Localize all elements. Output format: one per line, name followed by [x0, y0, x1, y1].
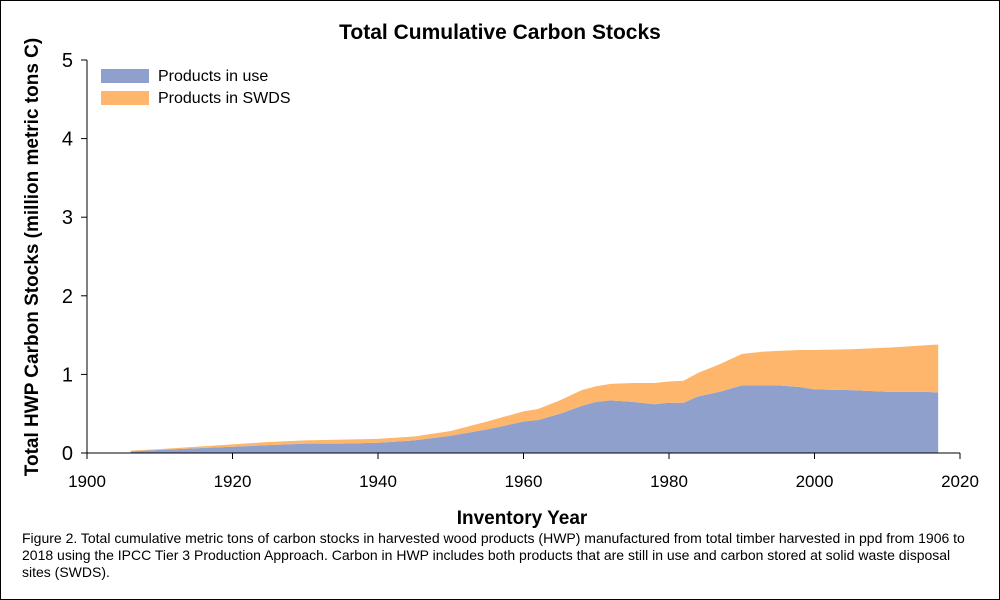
x-tick-label: 1940	[359, 472, 397, 491]
legend-swatch-products-in-use	[101, 69, 149, 83]
y-tick-label: 1	[62, 364, 73, 386]
y-tick-label: 0	[62, 443, 73, 465]
x-tick-label: 1920	[214, 472, 252, 491]
x-tick-label: 1900	[68, 472, 106, 491]
x-tick-label: 2000	[796, 472, 834, 491]
legend-label-products-in-swds: Products in SWDS	[158, 90, 290, 107]
area-series-products-in-swds	[130, 344, 939, 452]
x-tick-label: 2020	[941, 472, 979, 491]
area-series-products-in-use	[130, 385, 939, 453]
x-axis-label: Inventory Year	[457, 508, 588, 529]
chart-title: Total Cumulative Carbon Stocks	[339, 21, 661, 44]
chart-areas	[130, 344, 939, 453]
y-tick-label: 4	[62, 129, 73, 151]
y-tick-label: 5	[62, 50, 73, 72]
x-tick-label: 1960	[505, 472, 543, 491]
y-tick-label: 3	[62, 207, 73, 229]
x-ticks: 1900 1920 1940 1960 1980 2000 2020	[68, 453, 979, 491]
legend-label-products-in-use: Products in use	[158, 68, 268, 85]
y-ticks: 0 1 2 3 4 5	[62, 50, 87, 465]
legend: Products in use Products in SWDS	[101, 68, 290, 107]
legend-swatch-products-in-swds	[101, 91, 149, 105]
x-tick-label: 1980	[650, 472, 688, 491]
y-tick-label: 2	[62, 286, 73, 308]
figure-caption: Figure 2. Total cumulative metric tons o…	[22, 530, 965, 580]
y-axis-label: Total HWP Carbon Stocks (million metric …	[22, 38, 43, 476]
